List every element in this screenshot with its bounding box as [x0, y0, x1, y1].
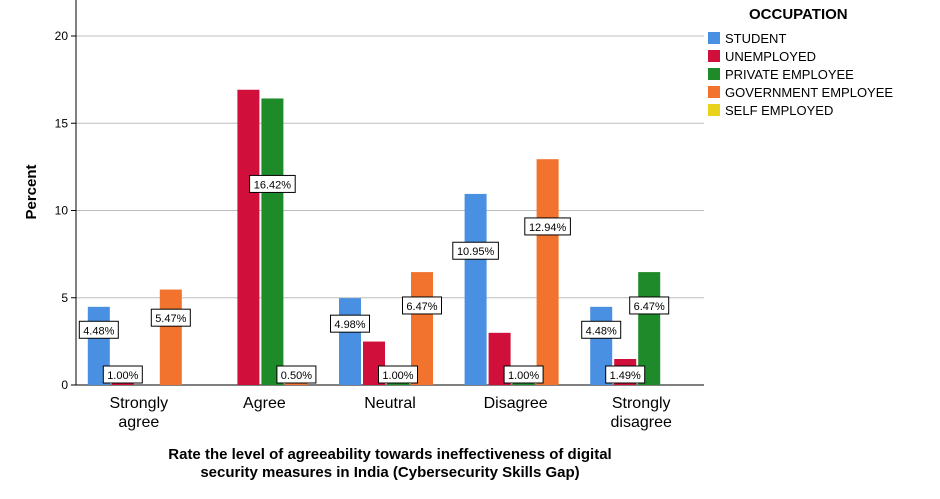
data-label-box	[629, 296, 670, 315]
legend-label: STUDENT	[725, 31, 786, 46]
bar-student	[339, 298, 361, 385]
bar-private-employee	[261, 98, 284, 385]
category-label: agree	[118, 414, 159, 431]
data-label: 16.42%	[254, 179, 292, 191]
y-tick-label: 5	[61, 291, 68, 305]
data-label: 1.49%	[610, 370, 641, 382]
bar-government-employee	[536, 159, 559, 385]
data-label-box	[402, 296, 442, 315]
y-tick-label: 0	[61, 378, 68, 392]
x-axis-label-line-2: security measures in India (Cybersecurit…	[200, 464, 579, 481]
y-axis-ticks: 0 5 10 15 20	[55, 29, 76, 392]
y-tick-label: 15	[55, 116, 69, 130]
data-label-box	[276, 365, 317, 384]
bars	[87, 89, 661, 385]
legend-label: PRIVATE EMPLOYEE	[725, 67, 854, 82]
category-label: disagree	[611, 414, 672, 431]
data-label: 10.95%	[457, 246, 495, 258]
data-label: 6.47%	[406, 301, 437, 313]
data-label: 6.47%	[634, 301, 665, 313]
data-label-box	[503, 365, 544, 384]
data-label: 4.98%	[334, 319, 365, 331]
data-label: 5.47%	[155, 313, 186, 325]
data-label-box	[378, 365, 418, 384]
bar-unemployed	[237, 89, 260, 385]
gridlines	[76, 35, 704, 299]
y-axis-label: Percent	[23, 164, 40, 219]
category-label: Strongly	[109, 395, 168, 412]
legend-label: UNEMPLOYED	[725, 49, 816, 64]
legend-label: GOVERNMENT EMPLOYEE	[725, 85, 893, 100]
y-tick-label: 10	[55, 204, 69, 218]
bar-student	[464, 193, 487, 385]
category-label: Neutral	[364, 395, 416, 412]
data-label: 1.00%	[382, 370, 413, 382]
data-label: 1.00%	[508, 370, 539, 382]
data-label-box	[605, 365, 646, 384]
legend-swatch	[708, 32, 720, 44]
legend: STUDENT UNEMPLOYED PRIVATE EMPLOYEE GOVERNM…	[708, 31, 893, 118]
bar-government-employee	[159, 289, 182, 385]
data-label-box	[102, 365, 143, 384]
category-label: Disagree	[484, 395, 548, 412]
x-axis-label-line-1: Rate the level of agreeability towards i…	[168, 446, 611, 463]
data-label-box	[150, 308, 191, 327]
category-label: Agree	[243, 395, 286, 412]
legend-swatch	[708, 68, 720, 80]
data-label: 12.94%	[529, 222, 567, 234]
data-label-box	[581, 320, 622, 339]
data-label: 4.48%	[83, 325, 114, 337]
data-label: 1.00%	[107, 370, 138, 382]
y-tick-label: 20	[55, 29, 69, 43]
category-labels: Strongly agree Agree Neutral Disagree Strongl…	[109, 395, 672, 431]
data-label: 4.48%	[586, 325, 617, 337]
category-label: Strongly	[612, 395, 671, 412]
data-label-box	[249, 174, 296, 193]
legend-title: OCCUPATION	[749, 6, 848, 23]
data-label: 0.50%	[281, 370, 312, 382]
data-labels: 4.48% 1.00% 5.47% 16.42% 0.50% 4.98% 1.00% 6.47…	[78, 174, 670, 384]
legend-swatch	[708, 50, 720, 62]
data-label-box	[524, 217, 571, 236]
data-label-box	[330, 314, 370, 333]
legend-swatch	[708, 104, 720, 116]
legend-label: SELF EMPLOYED	[725, 103, 833, 118]
legend-swatch	[708, 86, 720, 98]
data-label-box	[452, 241, 499, 260]
data-label-box	[78, 320, 119, 339]
